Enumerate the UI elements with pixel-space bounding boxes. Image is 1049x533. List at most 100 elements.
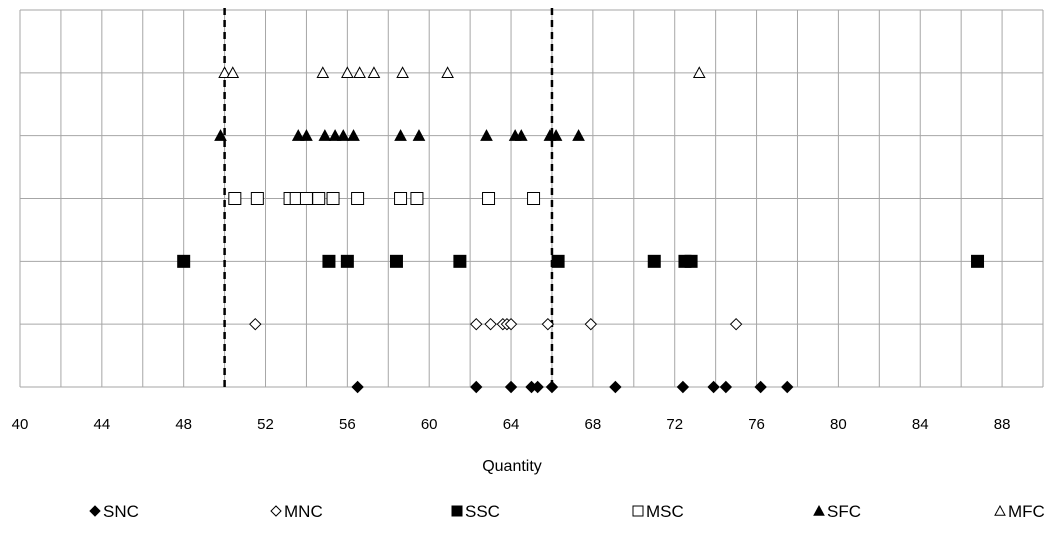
legend-marker-mnc xyxy=(270,505,282,517)
legend-label: SNC xyxy=(103,502,139,521)
x-axis-title: Quantity xyxy=(482,458,542,475)
data-point-snc xyxy=(609,380,622,394)
data-point-msc xyxy=(312,192,326,205)
data-point-sfc xyxy=(394,129,407,141)
data-point-sfc xyxy=(549,129,563,141)
x-tick-label: 72 xyxy=(666,416,683,433)
data-point-snc xyxy=(531,380,544,394)
series-snc xyxy=(351,380,794,394)
x-tick-label: 88 xyxy=(994,416,1011,433)
x-tick-label: 40 xyxy=(12,416,29,433)
data-point-snc xyxy=(470,380,483,394)
data-point-msc xyxy=(299,192,313,205)
x-tick-label: 60 xyxy=(421,416,438,433)
data-point-msc xyxy=(527,192,541,205)
legend-label: MSC xyxy=(646,502,684,521)
data-point-sfc xyxy=(300,129,313,141)
data-point-msc xyxy=(326,192,340,205)
data-point-sfc xyxy=(328,129,342,141)
data-point-msc xyxy=(482,192,496,205)
legend-marker-mfc xyxy=(994,504,1006,516)
data-point-mnc xyxy=(484,317,497,331)
data-point-sfc xyxy=(480,129,493,141)
legend-label: MFC xyxy=(1008,502,1045,521)
legend-marker-msc xyxy=(632,505,644,517)
legend-marker-ssc xyxy=(451,505,463,517)
data-point-ssc xyxy=(971,254,985,268)
x-tick-label: 76 xyxy=(748,416,765,433)
x-tick-label: 48 xyxy=(175,416,192,433)
data-point-sfc xyxy=(572,129,585,141)
data-point-ssc xyxy=(177,254,191,268)
data-point-mfc xyxy=(226,66,240,79)
data-point-snc xyxy=(676,380,690,394)
data-point-mfc xyxy=(692,66,706,79)
data-point-msc xyxy=(351,192,365,205)
data-point-msc xyxy=(394,192,408,205)
legend-marker-sfc xyxy=(813,504,825,516)
x-tick-labels: 40 44 48 52 56 60 64 68 72 76 80 84 88 xyxy=(12,416,1011,433)
data-point-ssc xyxy=(453,254,467,268)
data-point-mfc xyxy=(218,66,231,79)
data-point-mfc xyxy=(367,66,381,79)
legend-item-ssc: SSC xyxy=(451,502,500,521)
data-point-msc xyxy=(410,192,424,205)
legend-label: SSC xyxy=(465,502,500,521)
data-point-ssc xyxy=(647,254,661,268)
x-tick-label: 80 xyxy=(830,416,847,433)
x-tick-label: 52 xyxy=(257,416,274,433)
legend-item-msc: MSC xyxy=(632,502,684,521)
data-point-snc xyxy=(351,380,364,394)
data-point-ssc xyxy=(340,254,354,268)
legend: SNC MNC SSC MSC SFC MFC xyxy=(89,502,1045,521)
legend-label: MNC xyxy=(284,502,323,521)
x-tick-label: 44 xyxy=(93,416,110,433)
legend-item-snc: SNC xyxy=(89,502,139,521)
data-point-sfc xyxy=(412,129,426,141)
data-markers xyxy=(177,66,985,394)
data-point-snc xyxy=(781,380,794,394)
data-point-mfc xyxy=(353,66,366,79)
data-point-mnc xyxy=(541,317,555,331)
data-point-ssc xyxy=(684,254,698,268)
legend-item-mnc: MNC xyxy=(270,502,323,521)
data-point-mnc xyxy=(470,317,483,331)
legend-label: SFC xyxy=(827,502,861,521)
data-point-sfc xyxy=(291,129,305,141)
data-point-mfc xyxy=(396,66,409,79)
data-point-snc xyxy=(545,380,559,394)
data-point-snc xyxy=(707,380,720,394)
data-point-snc xyxy=(719,380,733,394)
series-ssc xyxy=(177,254,985,268)
series-sfc xyxy=(214,129,585,141)
x-tick-label: 56 xyxy=(339,416,356,433)
data-point-mnc xyxy=(729,317,743,331)
data-point-sfc xyxy=(336,129,350,141)
legend-marker-snc xyxy=(89,505,101,517)
data-point-snc xyxy=(504,380,518,394)
data-point-sfc xyxy=(347,129,360,141)
data-point-mfc xyxy=(316,66,330,79)
x-tick-label: 84 xyxy=(912,416,929,433)
data-point-sfc xyxy=(318,129,332,141)
data-point-ssc xyxy=(551,254,565,268)
series-msc xyxy=(228,192,541,205)
x-tick-label: 64 xyxy=(503,416,520,433)
data-point-mnc xyxy=(584,317,598,331)
data-point-msc xyxy=(228,192,242,205)
x-tick-label: 68 xyxy=(585,416,602,433)
data-point-mfc xyxy=(441,66,454,79)
series-mnc xyxy=(249,317,743,331)
data-point-sfc xyxy=(214,129,227,141)
data-point-mnc xyxy=(249,317,262,331)
data-point-snc xyxy=(754,380,767,394)
series-mfc xyxy=(218,66,706,79)
data-point-ssc xyxy=(389,254,403,268)
data-point-ssc xyxy=(322,254,336,268)
data-point-mnc xyxy=(504,317,518,331)
data-point-mfc xyxy=(341,66,354,79)
data-point-sfc xyxy=(514,129,528,141)
legend-item-sfc: SFC xyxy=(813,502,861,521)
legend-item-mfc: MFC xyxy=(994,502,1045,521)
